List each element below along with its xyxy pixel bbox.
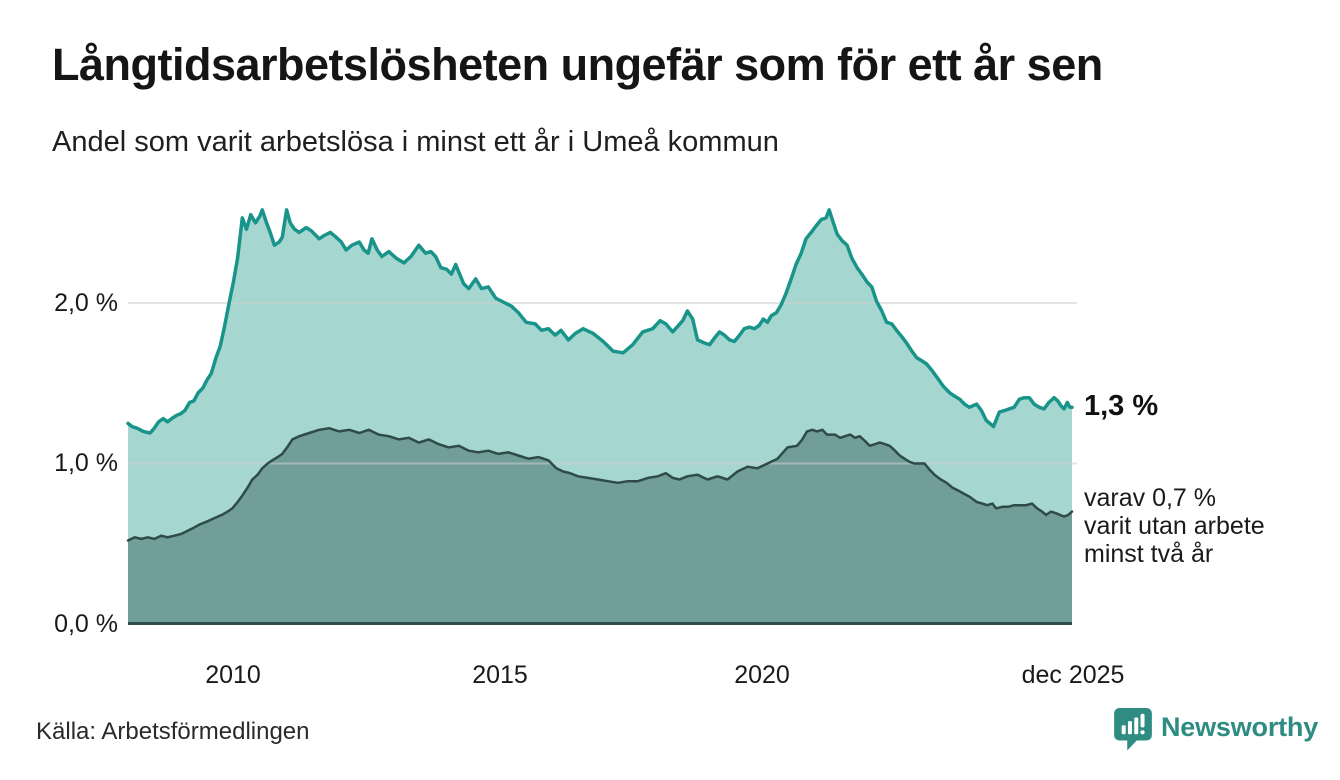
area-fill-1: [128, 428, 1072, 624]
x-tick-2020: 2020: [734, 661, 790, 689]
series-line-0: [126, 208, 1074, 435]
newsworthy-branding: Newsworthy: [1114, 708, 1318, 756]
x-tick-2015: 2015: [472, 661, 528, 689]
two-year-annotation-line3: minst två år: [1084, 540, 1214, 568]
latest-value-label: 1,3 %: [1084, 390, 1159, 422]
y-tick-1-0: 1,0 %: [54, 449, 118, 477]
source-credit: Källa: Arbetsförmedlingen: [36, 718, 310, 745]
page-title: Långtidsarbetslösheten ungefär som för e…: [52, 39, 1103, 90]
series-line-1: [126, 426, 1074, 542]
two-year-annotation-line2: varit utan arbete: [1084, 512, 1265, 540]
newsworthy-wordmark: Newsworthy: [1161, 712, 1319, 742]
page-subtitle: Andel som varit arbetslösa i minst ett å…: [52, 126, 779, 158]
y-tick-2-0: 2,0 %: [54, 289, 118, 317]
y-tick-0-0: 0,0 %: [54, 610, 118, 638]
two-year-annotation: varav 0,7 % varit utan arbete minst två …: [1084, 484, 1265, 568]
x-tick-dec-2025: dec 2025: [1021, 661, 1125, 689]
newsworthy-logo-icon: [1114, 708, 1152, 756]
x-tick-2010: 2010: [205, 661, 261, 689]
two-year-annotation-line1: varav 0,7 %: [1084, 484, 1217, 512]
